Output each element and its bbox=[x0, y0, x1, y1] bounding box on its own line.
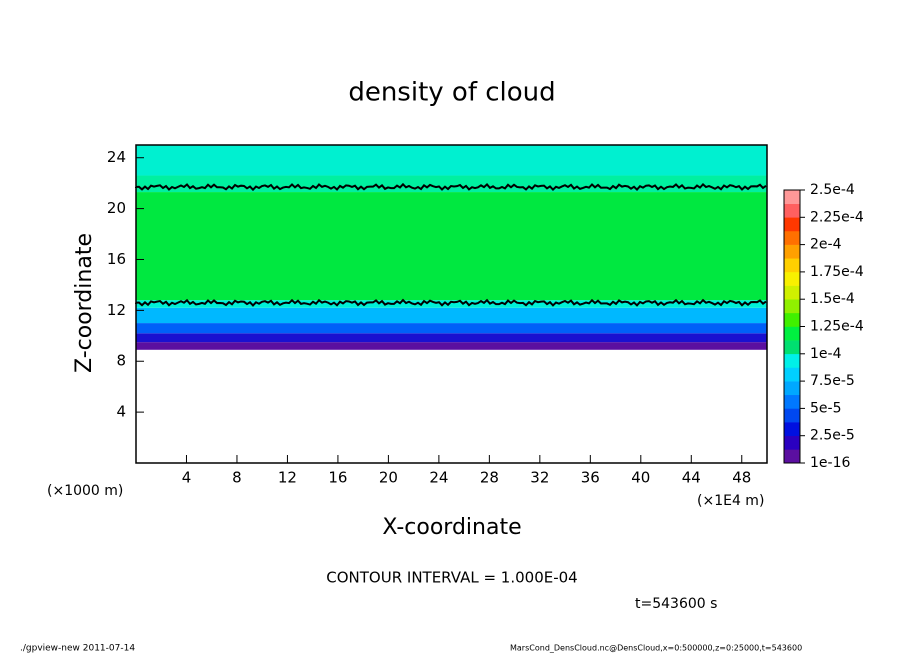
x-tick-label: 20 bbox=[379, 469, 398, 487]
x-tick-label: 40 bbox=[631, 469, 650, 487]
plot-frame bbox=[135, 144, 768, 464]
y-tick-label: 8 bbox=[116, 352, 126, 370]
colorbar-swatch bbox=[784, 435, 800, 450]
x-axis-label: X-coordinate bbox=[382, 515, 521, 540]
colorbar-label: 2.25e-4 bbox=[810, 209, 864, 225]
colorbar-label: 2.5e-5 bbox=[810, 428, 855, 444]
colorbar-swatch bbox=[784, 353, 800, 368]
colorbar-label: 1e-4 bbox=[810, 346, 842, 362]
y-tick-label: 24 bbox=[107, 148, 126, 166]
colorbar-label: 2.5e-4 bbox=[810, 182, 855, 198]
y-tick-label: 16 bbox=[107, 250, 126, 268]
x-tick-label: 28 bbox=[480, 469, 499, 487]
x-tick-label: 48 bbox=[732, 469, 751, 487]
x-tick-label: 44 bbox=[682, 469, 701, 487]
y-axis-label: Z-coordinate bbox=[72, 233, 97, 373]
colorbar-swatch bbox=[784, 271, 800, 286]
colorbar-swatch bbox=[784, 217, 800, 232]
colorbar-swatch bbox=[784, 258, 800, 273]
contour-line bbox=[135, 298, 767, 307]
time-label: t=543600 s bbox=[635, 596, 717, 612]
colorbar-swatch bbox=[784, 381, 800, 396]
colorbar-swatch bbox=[784, 449, 800, 464]
footer-left: ./gpview-new 2011-07-14 bbox=[20, 644, 135, 654]
colorbar-label: 7.5e-5 bbox=[810, 373, 855, 389]
y-tick-label: 12 bbox=[107, 301, 126, 319]
colorbar-label: 5e-5 bbox=[810, 400, 841, 416]
contour-interval: CONTOUR INTERVAL = 1.000E-04 bbox=[326, 569, 577, 587]
colorbar-swatch bbox=[784, 422, 800, 436]
field-layer bbox=[136, 333, 767, 343]
x-tick-label: 8 bbox=[232, 469, 242, 487]
y-tick-label: 4 bbox=[116, 403, 126, 421]
colorbar-label: 2e-4 bbox=[810, 237, 842, 253]
field-layer bbox=[136, 145, 767, 176]
x-tick-label: 24 bbox=[429, 469, 448, 487]
colorbar-swatch bbox=[784, 340, 800, 355]
y-tick-label: 20 bbox=[107, 199, 126, 217]
x-tick-label: 16 bbox=[328, 469, 347, 487]
colorbar-swatch bbox=[784, 285, 800, 300]
x-tick-label: 12 bbox=[278, 469, 297, 487]
colorbar-swatch bbox=[784, 230, 800, 245]
field-layer bbox=[136, 300, 767, 308]
colorbar-swatch bbox=[784, 190, 800, 204]
colorbar-swatch bbox=[784, 244, 800, 259]
field-layer bbox=[136, 175, 767, 193]
colorbar-swatch bbox=[784, 367, 800, 382]
colorbar-swatch bbox=[784, 299, 800, 314]
x-tick-label: 32 bbox=[530, 469, 549, 487]
colorbar-swatch bbox=[784, 394, 800, 409]
field-layer bbox=[136, 342, 767, 350]
x-tick-label: 4 bbox=[182, 469, 192, 487]
colorbar-swatch bbox=[784, 203, 800, 218]
colorbar-swatch bbox=[784, 312, 800, 327]
y-unit: (×1000 m) bbox=[47, 483, 123, 499]
colorbar-label: 1.75e-4 bbox=[810, 264, 864, 280]
colorbar-label: 1.5e-4 bbox=[810, 291, 855, 307]
footer-right: MarsCond_DensCloud.nc@DensCloud,x=0:5000… bbox=[510, 644, 802, 653]
field-layer bbox=[136, 307, 767, 324]
colorbar-label: 1.25e-4 bbox=[810, 319, 864, 335]
colorbar-swatch bbox=[784, 326, 800, 341]
colorbar-label: 1e-16 bbox=[810, 455, 850, 471]
contour-line bbox=[135, 182, 767, 192]
field-layer bbox=[136, 323, 767, 334]
chart-title: density of cloud bbox=[348, 78, 555, 108]
x-unit: (×1E4 m) bbox=[697, 493, 764, 509]
colorbar-swatch bbox=[784, 408, 800, 423]
field-layer bbox=[136, 192, 767, 301]
x-tick-label: 36 bbox=[581, 469, 600, 487]
